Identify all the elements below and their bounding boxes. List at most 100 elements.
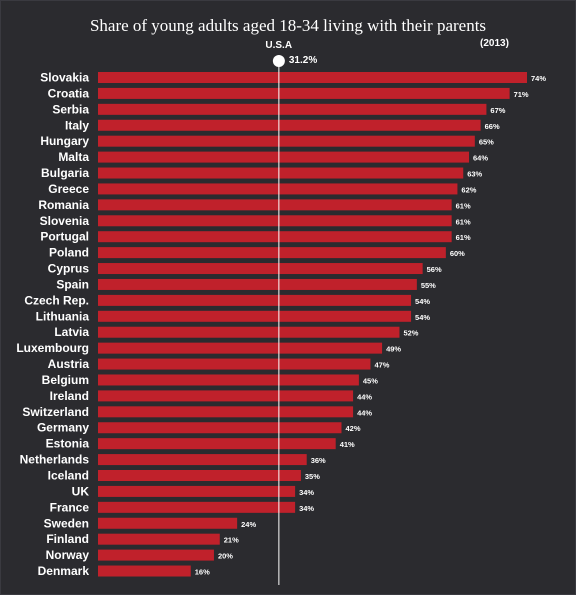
category-label: Spain	[56, 277, 89, 291]
category-label: Poland	[49, 246, 89, 260]
bar-hungary	[98, 135, 475, 147]
category-label: Iceland	[48, 469, 89, 483]
value-label: 44%	[357, 392, 372, 401]
bar-malta	[98, 151, 470, 163]
value-label: 34%	[299, 504, 314, 513]
bar-romania	[98, 199, 452, 211]
category-label: Hungary	[40, 134, 89, 148]
bar-cyprus	[98, 263, 423, 275]
category-label: Estonia	[46, 437, 90, 451]
category-label: Slovenia	[40, 214, 90, 228]
value-label: 49%	[386, 345, 401, 354]
value-label: 66%	[485, 122, 500, 131]
category-label: Portugal	[40, 230, 89, 244]
value-label: 42%	[345, 424, 360, 433]
bar-slovenia	[98, 215, 452, 227]
chart-subtitle: (2013)	[480, 38, 509, 49]
reference-marker	[272, 55, 285, 67]
category-label: Lithuania	[36, 309, 90, 323]
value-label: 55%	[421, 281, 436, 290]
category-label: Cyprus	[48, 262, 90, 276]
bar-germany	[98, 422, 342, 434]
value-label: 65%	[479, 138, 494, 147]
category-label: Czech Rep.	[24, 293, 89, 307]
bar-switzerland	[98, 406, 354, 418]
value-label: 74%	[531, 74, 546, 83]
value-label: 62%	[461, 185, 476, 194]
bar-iceland	[98, 470, 301, 481]
chart-title: Share of young adults aged 18-34 living …	[89, 16, 487, 35]
category-label: Greece	[48, 182, 89, 196]
value-label: 60%	[450, 249, 465, 258]
value-label: 67%	[490, 106, 505, 115]
bar-estonia	[98, 438, 336, 450]
category-label: Malta	[58, 150, 89, 164]
bar-sweden	[98, 517, 238, 529]
bar-norway	[98, 549, 214, 561]
value-label: 61%	[456, 233, 471, 242]
value-label: 54%	[415, 297, 430, 306]
category-label: Sweden	[44, 516, 89, 530]
value-label: 34%	[299, 488, 314, 497]
value-label: 56%	[427, 265, 442, 274]
value-label: 54%	[415, 313, 430, 322]
bar-uk	[98, 485, 296, 497]
category-label: France	[50, 500, 90, 514]
category-label: Italy	[65, 118, 89, 132]
bar-finland	[98, 533, 220, 545]
category-label: UK	[72, 484, 90, 498]
bar-luxembourg	[98, 342, 383, 354]
value-label: 41%	[340, 440, 355, 449]
bar-greece	[98, 183, 458, 195]
reference-line-value: 31.2%	[288, 55, 318, 66]
value-label: 45%	[363, 376, 378, 385]
value-label: 44%	[357, 408, 372, 417]
category-label: Bulgaria	[41, 166, 89, 180]
category-label: Slovakia	[40, 71, 89, 85]
bar-czech-rep-	[98, 294, 412, 306]
value-label: 61%	[456, 217, 471, 226]
value-label: 24%	[241, 520, 256, 529]
category-label: Luxembourg	[16, 341, 89, 355]
reference-line-label: U.S.A	[265, 40, 293, 51]
category-label: Ireland	[50, 389, 89, 403]
bar-austria	[98, 358, 371, 370]
value-label: 64%	[473, 154, 488, 163]
value-label: 20%	[218, 552, 233, 561]
category-label: Croatia	[48, 86, 90, 100]
bar-portugal	[98, 231, 452, 243]
value-label: 35%	[305, 472, 320, 481]
bar-bulgaria	[98, 167, 464, 179]
category-label: Norway	[46, 548, 90, 562]
value-label: 36%	[311, 456, 326, 465]
category-label: Netherlands	[20, 453, 90, 467]
value-label: 21%	[224, 536, 239, 545]
bar-denmark	[98, 565, 191, 577]
bar-spain	[98, 278, 417, 290]
bar-croatia	[98, 87, 510, 99]
category-label: Denmark	[38, 564, 90, 578]
bar-ireland	[98, 390, 354, 402]
value-label: 52%	[403, 329, 418, 338]
category-label: Germany	[37, 421, 89, 435]
value-label: 47%	[374, 361, 389, 370]
value-label: 71%	[514, 90, 529, 99]
category-label: Latvia	[54, 325, 89, 339]
bar-netherlands	[98, 454, 307, 466]
bar-slovakia	[98, 72, 527, 83]
category-label: Switzerland	[22, 405, 89, 419]
category-label: Belgium	[42, 373, 89, 387]
bar-france	[98, 501, 296, 513]
category-label: Serbia	[52, 102, 89, 116]
value-label: 63%	[467, 170, 482, 179]
bar-serbia	[98, 103, 487, 115]
bar-belgium	[98, 374, 359, 386]
bar-poland	[98, 247, 446, 259]
category-label: Finland	[46, 532, 89, 546]
bar-italy	[98, 119, 481, 131]
value-label: 16%	[195, 568, 210, 577]
value-label: 61%	[456, 201, 471, 210]
bar-latvia	[98, 326, 400, 338]
category-label: Romania	[38, 198, 89, 212]
